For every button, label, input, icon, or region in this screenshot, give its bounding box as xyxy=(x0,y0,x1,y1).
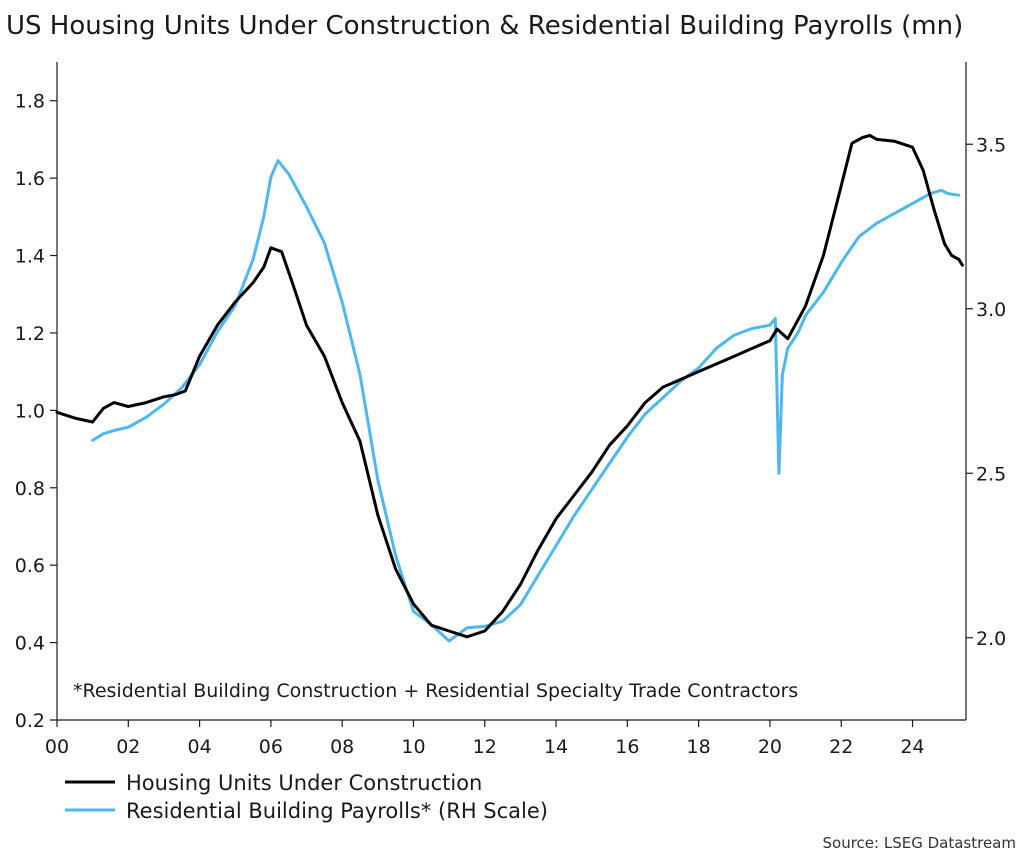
series-line-housing-units xyxy=(55,134,964,639)
x-tick-label: 12 xyxy=(473,736,497,758)
x-tick-label: 10 xyxy=(401,736,425,758)
left-tick-label: 0.2 xyxy=(15,710,45,732)
legend: Housing Units Under Construction Residen… xyxy=(65,771,548,823)
left-tick-label: 0.8 xyxy=(15,478,45,500)
right-tick-label: 3.0 xyxy=(976,299,1006,321)
series-line-payrolls xyxy=(91,159,961,643)
x-tick-label: 20 xyxy=(758,736,782,758)
chart-title: US Housing Units Under Construction & Re… xyxy=(6,11,963,41)
x-tick-label: 22 xyxy=(829,736,853,758)
series-layer xyxy=(55,134,964,643)
right-tick-label: 3.5 xyxy=(976,134,1006,156)
chart-annotation: *Residential Building Construction + Res… xyxy=(73,680,798,702)
left-tick-label: 1.4 xyxy=(15,246,45,268)
x-tick-label: 16 xyxy=(615,736,639,758)
left-tick-label: 1.2 xyxy=(15,323,45,345)
x-tick-label: 14 xyxy=(544,736,568,758)
left-tick-label: 1.0 xyxy=(15,400,45,422)
x-axis: 00 02 04 06 08 10 12 14 16 18 20 22 24 xyxy=(45,720,925,758)
left-axis: 0.2 0.4 0.6 0.8 1.0 1.2 1.4 1.6 1.8 xyxy=(15,91,57,732)
left-tick-label: 1.8 xyxy=(15,91,45,113)
x-tick-label: 02 xyxy=(116,736,140,758)
legend-label-housing-units: Housing Units Under Construction xyxy=(126,771,482,795)
x-tick-label: 18 xyxy=(687,736,711,758)
x-tick-label: 06 xyxy=(259,736,283,758)
right-axis: 2.0 2.5 3.0 3.5 xyxy=(966,134,1006,650)
right-tick-label: 2.5 xyxy=(976,463,1006,485)
x-tick-label: 08 xyxy=(330,736,354,758)
x-tick-label: 04 xyxy=(187,736,211,758)
right-tick-label: 2.0 xyxy=(976,628,1006,650)
source-note: Source: LSEG Datastream xyxy=(823,834,1016,852)
legend-label-payrolls: Residential Building Payrolls* (RH Scale… xyxy=(126,799,548,823)
x-tick-label: 00 xyxy=(45,736,69,758)
left-tick-label: 0.6 xyxy=(15,555,45,577)
x-tick-label: 24 xyxy=(900,736,924,758)
left-tick-label: 1.6 xyxy=(15,168,45,190)
left-tick-label: 0.4 xyxy=(15,633,45,655)
